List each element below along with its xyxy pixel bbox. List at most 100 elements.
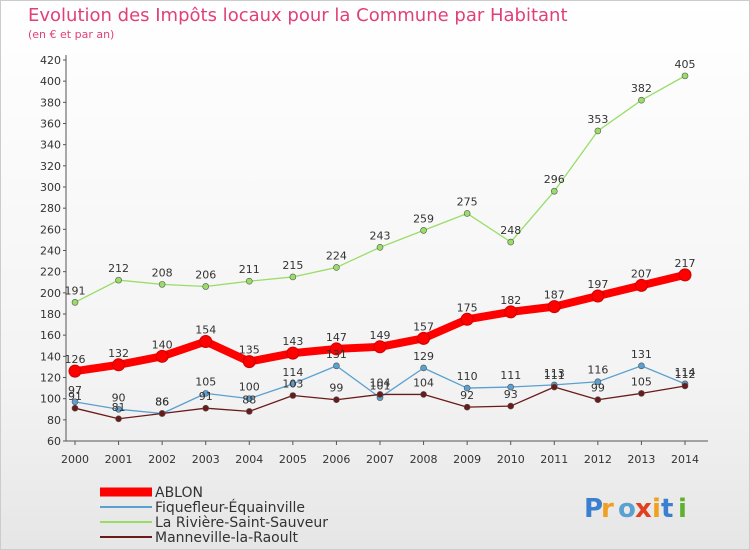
legend-label: ABLON <box>155 485 203 501</box>
data-label: 197 <box>587 278 608 291</box>
data-point <box>463 403 471 411</box>
logo-letter: o <box>618 494 636 524</box>
data-point <box>507 238 515 246</box>
legend-label: Manneville-la-Raoult <box>155 530 298 546</box>
data-point <box>68 364 82 378</box>
data-point <box>638 96 645 104</box>
data-point <box>463 384 471 392</box>
y-tick-label: 240 <box>40 245 61 258</box>
data-point <box>638 390 645 397</box>
data-point <box>115 405 122 413</box>
data-label: 111 <box>544 369 565 382</box>
data-label: 405 <box>675 58 696 71</box>
data-label: 143 <box>282 335 303 348</box>
data-point <box>463 210 471 217</box>
x-tick-label: 2009 <box>453 453 481 466</box>
data-point <box>333 396 340 404</box>
chart-title: Evolution des Impôts locaux pour la Comm… <box>28 5 568 26</box>
data-label: 91 <box>199 390 213 403</box>
data-label: 114 <box>282 366 303 379</box>
data-label: 140 <box>152 338 173 351</box>
data-point <box>71 299 79 306</box>
data-point <box>507 383 515 391</box>
data-point <box>245 408 253 415</box>
data-point <box>420 227 427 234</box>
x-tick-label: 2005 <box>279 453 307 466</box>
data-point <box>245 277 253 285</box>
data-label: 88 <box>242 393 256 406</box>
data-point <box>286 346 300 360</box>
data-point <box>155 349 169 363</box>
series-layer <box>68 72 692 423</box>
x-tick-label: 2012 <box>584 453 612 466</box>
data-point <box>376 391 384 398</box>
data-point <box>115 415 122 423</box>
data-label: 206 <box>195 268 216 281</box>
x-tick-label: 2011 <box>540 453 568 466</box>
logo-letter: t <box>661 494 673 524</box>
data-label: 149 <box>370 329 391 342</box>
data-point <box>115 276 122 284</box>
y-tick-label: 180 <box>40 308 61 321</box>
x-tick-label: 2004 <box>235 453 263 466</box>
proxiti-logo: Pr o x i t i <box>584 494 687 524</box>
data-point <box>158 281 166 288</box>
x-tick-label: 2000 <box>61 453 89 466</box>
data-label: 248 <box>500 224 521 237</box>
data-label: 207 <box>631 267 652 280</box>
data-point <box>507 402 515 410</box>
data-point <box>638 362 645 370</box>
data-label: 215 <box>282 259 303 272</box>
data-point <box>417 331 431 345</box>
chart-subtitle: (en € et par an) <box>28 28 114 41</box>
data-label: 212 <box>108 262 129 275</box>
y-tick-label: 160 <box>40 329 61 342</box>
data-label: 110 <box>457 370 478 383</box>
data-point <box>289 380 297 388</box>
y-tick-label: 360 <box>40 118 61 131</box>
data-label: 131 <box>326 348 347 361</box>
y-tick-label: 140 <box>40 350 61 363</box>
logo-letter: r <box>601 494 614 524</box>
data-label: 126 <box>65 353 86 366</box>
y-tick-label: 280 <box>40 202 61 215</box>
data-point <box>202 283 210 290</box>
data-point <box>333 362 340 370</box>
data-point <box>460 312 474 326</box>
logo-letter: i <box>652 494 661 524</box>
data-point <box>594 378 602 386</box>
data-label: 113 <box>544 367 565 380</box>
data-point <box>376 244 384 251</box>
data-point <box>681 72 689 80</box>
data-label: 259 <box>413 212 434 225</box>
axes: 60 80 100 120 140 160 180 200 220 240 260 280 300 320… <box>40 54 708 466</box>
data-label: 103 <box>282 377 303 390</box>
data-label: 104 <box>413 376 434 389</box>
data-label: 97 <box>68 384 82 397</box>
data-point <box>678 268 692 282</box>
data-point <box>550 383 558 391</box>
data-point <box>504 305 518 319</box>
data-label: 101 <box>370 380 391 393</box>
data-label: 86 <box>155 395 169 408</box>
data-label: 296 <box>544 173 565 186</box>
data-label: 90 <box>112 391 126 404</box>
data-point <box>594 127 602 135</box>
data-point <box>289 273 297 281</box>
data-point <box>158 410 166 417</box>
data-label: 208 <box>152 266 173 279</box>
data-label: 99 <box>591 382 605 395</box>
y-tick-label: 120 <box>40 372 61 385</box>
data-label: 243 <box>370 229 391 242</box>
data-point <box>594 396 602 404</box>
y-tick-label: 100 <box>40 393 61 406</box>
x-tick-label: 2006 <box>322 453 350 466</box>
y-tick-label: 380 <box>40 96 61 109</box>
data-label: 81 <box>112 401 126 414</box>
y-tick-label: 320 <box>40 160 61 173</box>
x-tick-label: 2007 <box>366 453 394 466</box>
logo-letter: i <box>678 494 687 524</box>
y-tick-label: 420 <box>40 54 61 67</box>
